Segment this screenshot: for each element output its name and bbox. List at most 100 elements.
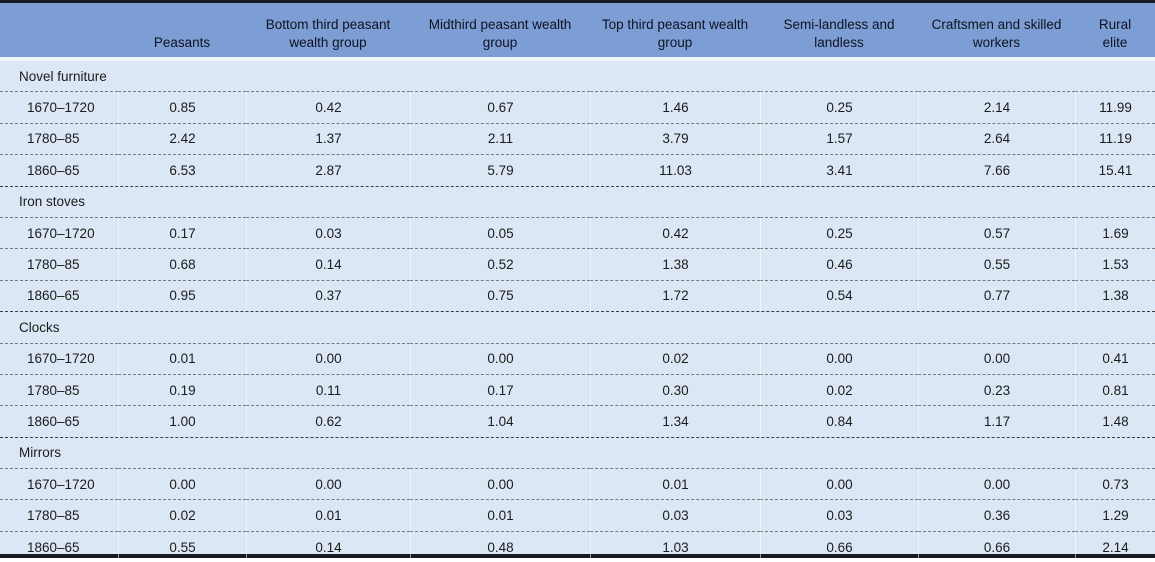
value-cell: 0.41 [1075, 342, 1155, 374]
value-cell: 2.14 [918, 91, 1075, 123]
value-cell: 0.01 [246, 499, 410, 531]
value-cell: 0.17 [410, 373, 590, 406]
column-header: Midthird peasant wealth group [410, 3, 590, 61]
table-body: Novel furniture 1670–1720 0.85 0.42 0.67 1.46… [0, 61, 1155, 562]
value-cell: 1.46 [590, 91, 760, 123]
value-cell: 11.03 [590, 154, 760, 186]
value-cell: 0.85 [118, 91, 246, 123]
value-cell: 0.17 [118, 216, 246, 249]
value-cell: 11.19 [1075, 122, 1155, 155]
column-header: Peasants [118, 3, 246, 61]
corner-cell [0, 3, 118, 61]
wealth-group-table: Peasants Bottom third peasant wealth grou… [0, 3, 1155, 562]
value-cell: 0.14 [246, 248, 410, 280]
value-cell: 0.03 [246, 216, 410, 249]
value-cell: 1.48 [1075, 405, 1155, 437]
section-label: Clocks [0, 311, 1155, 342]
value-cell: 6.53 [118, 154, 246, 186]
value-cell: 0.37 [246, 279, 410, 312]
value-cell: 0.66 [918, 530, 1075, 562]
value-cell: 0.01 [410, 499, 590, 531]
value-cell: 0.67 [410, 91, 590, 123]
value-cell: 2.42 [118, 122, 246, 155]
value-cell: 0.01 [590, 468, 760, 500]
value-cell: 1.03 [590, 530, 760, 562]
value-cell: 0.42 [590, 216, 760, 249]
value-cell: 0.25 [760, 216, 918, 249]
value-cell: 0.75 [410, 279, 590, 312]
period-cell: 1860–65 [0, 279, 118, 311]
value-cell: 0.00 [410, 468, 590, 500]
value-cell: 2.14 [1075, 530, 1155, 562]
value-cell: 1.72 [590, 279, 760, 312]
value-cell: 0.05 [410, 216, 590, 249]
value-cell: 2.11 [410, 122, 590, 155]
value-cell: 0.48 [410, 530, 590, 562]
column-header: Semi-landless and landless [760, 3, 918, 61]
value-cell: 0.68 [118, 248, 246, 280]
value-cell: 3.41 [760, 154, 918, 186]
value-cell: 0.84 [760, 405, 918, 437]
value-cell: 0.01 [118, 342, 246, 374]
period-cell: 1670–1720 [0, 91, 118, 122]
value-cell: 0.03 [590, 499, 760, 531]
value-cell: 1.37 [246, 122, 410, 155]
table-row: 1860–65 0.55 0.14 0.48 1.03 0.66 0.66 2.14 [0, 530, 1155, 562]
value-cell: 1.29 [1075, 499, 1155, 531]
period-cell: 1780–85 [0, 122, 118, 154]
column-header: Bottom third peasant wealth group [246, 3, 410, 61]
value-cell: 0.19 [118, 373, 246, 406]
value-cell: 1.17 [918, 405, 1075, 437]
value-cell: 0.52 [410, 248, 590, 280]
period-cell: 1670–1720 [0, 468, 118, 499]
value-cell: 1.69 [1075, 216, 1155, 249]
section-label: Mirrors [0, 436, 1155, 468]
value-cell: 0.30 [590, 373, 760, 406]
header-row: Peasants Bottom third peasant wealth grou… [0, 3, 1155, 61]
table-row: 1860–65 1.00 0.62 1.04 1.34 0.84 1.17 1.48 [0, 405, 1155, 437]
value-cell: 0.36 [918, 499, 1075, 531]
table-row: 1780–85 0.19 0.11 0.17 0.30 0.02 0.23 0.81 [0, 373, 1155, 406]
value-cell: 0.00 [760, 468, 918, 500]
table-header: Peasants Bottom third peasant wealth grou… [0, 3, 1155, 61]
table-row: 1670–1720 0.85 0.42 0.67 1.46 0.25 2.14 11.99 [0, 91, 1155, 123]
section-row: Mirrors [0, 436, 1155, 468]
table-row: 1860–65 0.95 0.37 0.75 1.72 0.54 0.77 1.38 [0, 279, 1155, 312]
value-cell: 0.62 [246, 405, 410, 437]
table-row: 1860–65 6.53 2.87 5.79 11.03 3.41 7.66 15.41 [0, 154, 1155, 186]
value-cell: 7.66 [918, 154, 1075, 186]
value-cell: 0.00 [118, 468, 246, 500]
value-cell: 0.55 [118, 530, 246, 562]
value-cell: 2.87 [246, 154, 410, 186]
table-row: 1780–85 2.42 1.37 2.11 3.79 1.57 2.64 11.19 [0, 122, 1155, 155]
value-cell: 5.79 [410, 154, 590, 186]
value-cell: 0.42 [246, 91, 410, 123]
column-header: Top third peasant wealth group [590, 3, 760, 61]
period-cell: 1780–85 [0, 248, 118, 279]
section-label: Iron stoves [0, 185, 1155, 217]
period-cell: 1860–65 [0, 405, 118, 436]
value-cell: 0.00 [760, 342, 918, 374]
value-cell: 0.95 [118, 279, 246, 312]
value-cell: 1.38 [1075, 279, 1155, 312]
value-cell: 11.99 [1075, 91, 1155, 123]
table-row: 1670–1720 0.00 0.00 0.00 0.01 0.00 0.00 0.73 [0, 468, 1155, 500]
section-row: Novel furniture [0, 61, 1155, 91]
value-cell: 0.66 [760, 530, 918, 562]
value-cell: 15.41 [1075, 154, 1155, 186]
period-cell: 1670–1720 [0, 342, 118, 374]
value-cell: 0.54 [760, 279, 918, 312]
value-cell: 0.11 [246, 373, 410, 406]
value-cell: 0.02 [760, 373, 918, 406]
period-cell: 1860–65 [0, 530, 118, 562]
section-label: Novel furniture [19, 68, 107, 84]
value-cell: 0.57 [918, 216, 1075, 249]
period-cell: 1780–85 [0, 373, 118, 405]
value-cell: 1.57 [760, 122, 918, 155]
value-cell: 0.46 [760, 248, 918, 280]
value-cell: 0.00 [246, 468, 410, 500]
value-cell: 0.03 [760, 499, 918, 531]
column-header: Craftsmen and skilled workers [918, 3, 1075, 61]
value-cell: 0.73 [1075, 468, 1155, 500]
